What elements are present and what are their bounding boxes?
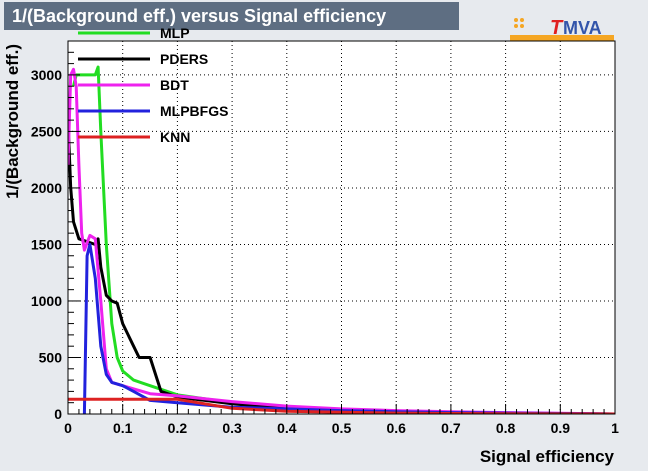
x-tick-label: 0 [64, 420, 72, 436]
y-tick-label: 3000 [31, 67, 62, 83]
x-tick-label: 0.2 [168, 420, 188, 436]
tmva-logo: T MVA [510, 17, 614, 41]
logo-dot [520, 24, 524, 28]
legend: MLP PDERS BDT MLPBFGS KNN [78, 25, 228, 145]
x-tick-label: 0.9 [551, 420, 571, 436]
x-tick-label: 0.6 [386, 420, 406, 436]
chart-title: 1/(Background eff.) versus Signal effici… [4, 2, 459, 30]
x-tick-label: 0.4 [277, 420, 297, 436]
logo-bar [510, 35, 614, 41]
legend-label: PDERS [160, 51, 208, 67]
legend-label: BDT [160, 77, 189, 93]
logo-dot [520, 18, 524, 22]
y-tick-label: 2500 [31, 123, 62, 139]
axis-ticks: 0 0.1 0.2 0.3 0.4 0.5 0.6 0.7 0.8 0.9 1 0 500 1000 150… [31, 40, 619, 436]
x-axis-title: Signal efficiency [480, 447, 615, 466]
plot-area [68, 41, 615, 414]
logo-dot [514, 24, 518, 28]
legend-label: MLP [160, 25, 190, 41]
x-tick-label: 1 [611, 420, 619, 436]
x-tick-label: 0.8 [496, 420, 516, 436]
y-axis-title: 1/(Background eff.) [3, 44, 22, 199]
y-tick-label: 1500 [31, 236, 62, 252]
logo-mva: MVA [563, 18, 602, 38]
logo-dot [514, 18, 518, 22]
y-tick-label: 2000 [31, 180, 62, 196]
x-tick-label: 0.5 [332, 420, 352, 436]
x-tick-label: 0.3 [222, 420, 242, 436]
x-tick-label: 0.1 [113, 420, 133, 436]
y-tick-label: 500 [39, 349, 63, 365]
legend-label: MLPBFGS [160, 103, 228, 119]
legend-label: KNN [160, 129, 190, 145]
y-tick-label: 1000 [31, 293, 62, 309]
y-tick-label: 0 [54, 406, 62, 422]
logo-t: T [550, 17, 564, 39]
x-tick-label: 0.7 [441, 420, 461, 436]
